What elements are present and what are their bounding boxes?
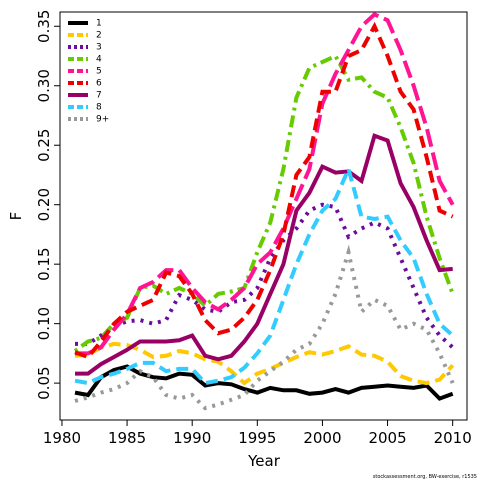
series-line — [75, 202, 455, 349]
y-axis-label: F — [7, 212, 25, 221]
x-axis-label: Year — [247, 452, 281, 470]
y-tick-label: 0.10 — [35, 307, 53, 340]
legend-label: 1 — [96, 19, 102, 29]
x-tick-label: 1985 — [108, 429, 146, 447]
series-line — [74, 364, 454, 401]
series-line — [74, 21, 454, 360]
y-tick-label: 0.35 — [35, 10, 53, 43]
legend-label: 5 — [96, 67, 102, 77]
y-tick-label: 0.05 — [35, 366, 53, 399]
plot-frame — [59, 11, 468, 421]
legend-label: 3 — [96, 43, 102, 53]
series-line — [74, 244, 455, 411]
x-tick-label: 1995 — [238, 429, 276, 447]
x-tick-label: 1980 — [43, 429, 81, 447]
series-line — [75, 133, 453, 376]
legend-label: 7 — [96, 91, 102, 101]
series-line — [75, 12, 455, 356]
x-tick-label: 1990 — [173, 429, 211, 447]
legend-label: 6 — [96, 79, 102, 89]
x-tick-label: 2000 — [303, 429, 341, 447]
y-tick-label: 0.30 — [35, 69, 53, 102]
series-line — [74, 163, 455, 386]
legend-label: 9+ — [96, 115, 109, 125]
footnote: stockassessment.org, BW-exercise, r1535 — [373, 474, 477, 480]
series-line — [73, 53, 455, 353]
series-line — [74, 341, 455, 386]
x-tick-label: 2010 — [434, 429, 472, 447]
legend-label: 2 — [96, 31, 102, 41]
legend-label: 4 — [96, 55, 102, 65]
legend-label: 8 — [96, 103, 102, 113]
y-tick-label: 0.15 — [35, 247, 53, 280]
x-tick-label: 2005 — [368, 429, 406, 447]
y-tick-label: 0.20 — [35, 188, 53, 221]
y-tick-label: 0.25 — [35, 129, 53, 162]
